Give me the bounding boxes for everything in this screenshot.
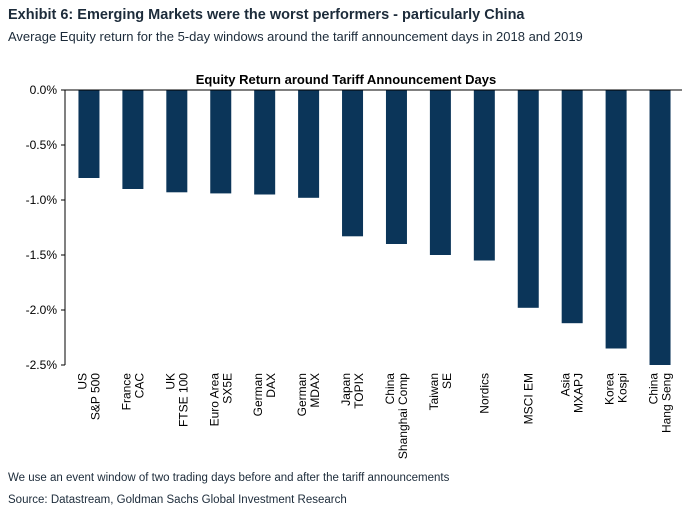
bar [298, 90, 320, 198]
bars [78, 90, 671, 365]
x-tick-label-line: Hang Seng [660, 373, 674, 433]
x-tick-label-line: German [251, 373, 265, 416]
y-tick-label: -2.5% [26, 358, 58, 372]
x-tick-label-line: China [647, 373, 661, 405]
x-tick-label-line: DAX [264, 373, 278, 398]
bar-chart: Equity Return around Tariff Announcement… [26, 72, 682, 459]
x-tick-label: Nordics [477, 373, 491, 414]
x-tick-label-line: SE [440, 373, 454, 389]
footnote: We use an event window of two trading da… [8, 472, 450, 484]
bar [473, 90, 495, 261]
exhibit-title: Exhibit 6: Emerging Markets were the wor… [8, 7, 525, 23]
x-tick-label-line: China [383, 373, 397, 405]
x-tick-label-line: Taiwan [427, 373, 441, 410]
y-axis-ticks: 0.0% -0.5% -1.0% -1.5% -2.0% -2.5% [26, 83, 65, 372]
bar [78, 90, 100, 178]
y-tick-label: -0.5% [26, 138, 58, 152]
x-tick-label: Euro Area SX5E [207, 373, 234, 427]
bar [649, 90, 671, 365]
x-tick-label-line: UK [163, 373, 177, 390]
x-tick-label-line: Korea [603, 373, 617, 405]
x-tick-label: US S&P 500 [75, 373, 102, 420]
x-tick-label: China Shanghai Comp [383, 373, 410, 459]
x-tick-label: France CAC [119, 373, 146, 411]
exhibit-subtitle: Average Equity return for the 5-day wind… [8, 29, 583, 44]
x-tick-label-line: MSCI EM [521, 373, 535, 424]
y-tick-label: -2.0% [26, 303, 58, 317]
bar [210, 90, 232, 194]
x-tick-label-line: France [119, 373, 133, 411]
bar [517, 90, 539, 308]
x-tick-label-line: CAC [132, 373, 146, 399]
x-tick-label: UK FTSE 100 [163, 373, 190, 427]
x-axis-labels: US S&P 500 France CAC UK FTSE 100 Euro Area SX5… [75, 373, 673, 459]
x-tick-label: Japan TOPIX [339, 373, 366, 409]
bar [561, 90, 583, 324]
x-tick-label: German MDAX [295, 373, 322, 416]
chart-title: Equity Return around Tariff Announcement… [196, 72, 496, 87]
x-tick-label-line: MXAPJ [572, 373, 586, 413]
x-tick-label: China Hang Seng [647, 373, 674, 433]
x-tick-label-line: MDAX [308, 373, 322, 408]
y-tick-label: -1.0% [26, 193, 58, 207]
x-tick-label-line: Kospi [616, 373, 630, 403]
x-tick-label-line: Asia [559, 373, 573, 397]
bar [385, 90, 407, 244]
y-tick-label: -1.5% [26, 248, 58, 262]
x-tick-label-line: US [75, 373, 89, 390]
x-tick-label-line: Nordics [477, 373, 491, 414]
x-tick-label-line: German [295, 373, 309, 416]
x-tick-label: German DAX [251, 373, 278, 416]
y-tick-label: 0.0% [30, 83, 58, 97]
bar [254, 90, 276, 195]
x-tick-label-line: Shanghai Comp [396, 373, 410, 459]
bar [605, 90, 627, 349]
x-tick-label-line: Euro Area [207, 373, 221, 427]
bar [342, 90, 364, 237]
x-tick-label: Korea Kospi [603, 373, 630, 405]
x-tick-label-line: SX5E [220, 373, 234, 404]
x-tick-label: Taiwan SE [427, 373, 454, 410]
source-note: Source: Datastream, Goldman Sachs Global… [8, 494, 347, 506]
x-tick-label-line: TOPIX [352, 373, 366, 409]
x-tick-label-line: S&P 500 [88, 373, 102, 420]
x-tick-label: MSCI EM [521, 373, 535, 424]
x-tick-label-line: Japan [339, 373, 353, 406]
x-tick-label: Asia MXAPJ [559, 373, 586, 413]
x-tick-label-line: FTSE 100 [176, 373, 190, 427]
bar [122, 90, 144, 189]
bar [429, 90, 451, 255]
bar [166, 90, 188, 193]
